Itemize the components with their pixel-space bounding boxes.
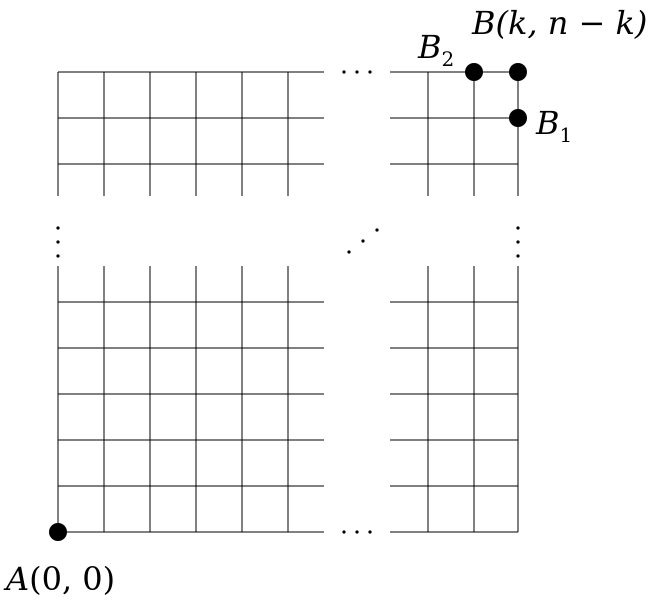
ellipsis-bottom-horizontal <box>342 530 372 534</box>
grid-bottom-left <box>57 266 324 533</box>
ellipsis-dot <box>347 250 351 254</box>
ellipsis-dot <box>361 239 365 243</box>
point-a <box>49 523 67 541</box>
label-a: A(0, 0) <box>3 560 115 598</box>
ellipsis-left-vertical <box>56 226 60 258</box>
label-b2: B2 <box>417 28 454 71</box>
ellipsis-diagonal <box>347 228 379 254</box>
ellipsis-dot <box>516 226 520 230</box>
label-b1-name: B <box>535 104 560 142</box>
grid-top-right <box>390 71 519 196</box>
grid-bottom-right <box>390 266 519 533</box>
grid-top-left <box>57 71 324 196</box>
ellipsis-dot <box>355 530 359 534</box>
ellipsis-dot <box>355 70 359 74</box>
ellipsis-dot <box>516 254 520 258</box>
ellipsis-dot <box>56 254 60 258</box>
label-b-coords: (k, n − k) <box>496 4 648 42</box>
label-b1: B1 <box>535 104 572 147</box>
ellipsis-dot <box>516 240 520 244</box>
ellipsis-dot <box>56 240 60 244</box>
label-b2-subscript: 2 <box>442 47 455 71</box>
label-b2-name: B <box>417 28 442 66</box>
label-b1-subscript: 1 <box>560 123 573 147</box>
ellipsis-top-horizontal <box>342 70 372 74</box>
label-a-coords: (0, 0) <box>29 560 115 598</box>
point-b <box>509 63 527 81</box>
label-b: B(k, n − k) <box>471 4 647 42</box>
label-a-name: A <box>3 560 29 598</box>
ellipsis-dot <box>342 70 346 74</box>
ellipsis-dot <box>56 226 60 230</box>
label-b-name: B <box>471 4 496 42</box>
ellipsis-right-vertical <box>516 226 520 258</box>
point-b2 <box>465 63 483 81</box>
ellipsis-dot <box>375 228 379 232</box>
ellipsis-dot <box>368 530 372 534</box>
ellipsis-dot <box>368 70 372 74</box>
point-b1 <box>509 109 527 127</box>
ellipsis-dot <box>342 530 346 534</box>
